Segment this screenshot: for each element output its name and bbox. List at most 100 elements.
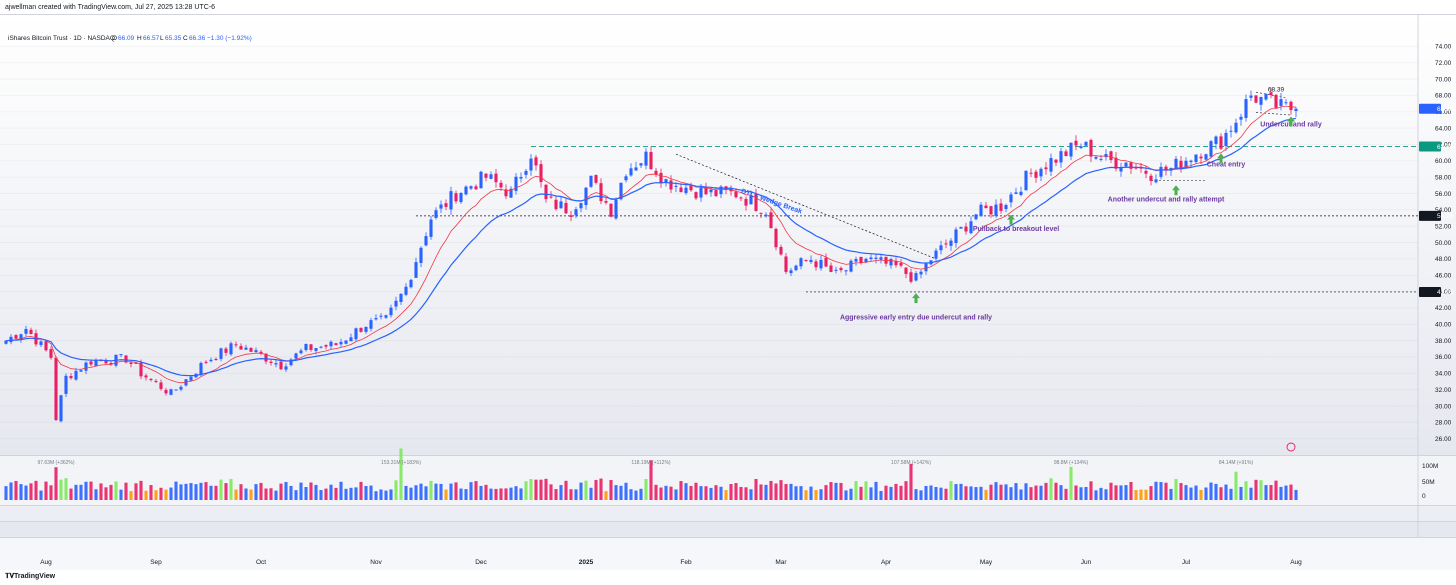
- candle-body: [1234, 122, 1238, 133]
- volume-bar: [874, 481, 878, 500]
- volume-bar: [534, 479, 538, 500]
- credit-bar: ajwellman created with TradingView.com, …: [0, 0, 1456, 14]
- volume-bar: [464, 489, 468, 500]
- volume-bar: [1059, 485, 1063, 500]
- time-axis-label: Aug: [40, 559, 52, 566]
- volume-bar: [194, 484, 198, 500]
- volume-bar: [144, 490, 148, 500]
- volume-bar: [1129, 481, 1133, 500]
- candle-body: [584, 187, 588, 206]
- volume-bar: [459, 488, 463, 500]
- candle-body: [389, 307, 393, 316]
- candle-body: [354, 328, 358, 340]
- time-axis-label: Jun: [1081, 559, 1092, 566]
- volume-bar: [1219, 487, 1223, 500]
- volume-bar: [574, 489, 578, 500]
- candle-body: [1204, 154, 1208, 160]
- volume-bar: [1184, 485, 1188, 500]
- tradingview-logo-icon[interactable]: 𝐓𝐕: [5, 573, 15, 580]
- candle-body: [204, 361, 208, 363]
- volume-bar: [539, 479, 543, 500]
- candle-body: [654, 170, 658, 175]
- price-axis-label: 38.00: [1435, 338, 1452, 345]
- candle-body: [1274, 94, 1278, 108]
- candle-body: [484, 173, 488, 178]
- volume-label: 97.63M (+362%): [37, 460, 74, 466]
- candle-body: [464, 186, 468, 195]
- volume-bar: [614, 485, 618, 500]
- candle-body: [1114, 157, 1118, 169]
- candle-body: [1154, 179, 1158, 183]
- price-axis-label: 68.00: [1435, 93, 1452, 100]
- candle-body: [829, 265, 833, 272]
- candle-body: [134, 362, 138, 364]
- candle-body: [1264, 94, 1268, 100]
- price-axis-label: 56.00: [1435, 191, 1452, 198]
- price-axis-label: 46.00: [1435, 272, 1452, 279]
- candle-body: [844, 270, 848, 272]
- candle-body: [384, 315, 388, 318]
- candle-body: [304, 343, 308, 351]
- volume-bar: [164, 489, 168, 500]
- volume-bar: [704, 486, 708, 500]
- candle-body: [824, 257, 828, 267]
- volume-bar: [184, 483, 188, 500]
- volume-bar: [664, 485, 668, 500]
- candle-body: [1279, 99, 1283, 106]
- legend-change: −1.30 (−1.92%): [207, 35, 252, 42]
- volume-bar: [119, 489, 123, 500]
- volume-bar: [809, 486, 813, 500]
- volume-bar: [259, 482, 263, 500]
- candle-body: [9, 336, 13, 343]
- candle-body: [104, 360, 108, 364]
- candle-body: [1094, 156, 1098, 159]
- candle-body: [1019, 191, 1023, 195]
- candle-body: [294, 353, 298, 359]
- tradingview-brand[interactable]: TradingView: [14, 573, 56, 580]
- candle-body: [789, 270, 793, 274]
- volume-bar: [654, 484, 658, 500]
- volume-bar: [739, 486, 743, 500]
- volume-bar: [1254, 479, 1258, 500]
- price-tag-label: 61.75: [1437, 144, 1454, 151]
- candle-body: [344, 340, 348, 344]
- candle-body: [339, 341, 343, 345]
- candle-body: [1044, 167, 1048, 170]
- volume-bar: [104, 487, 108, 500]
- volume-bar: [1154, 481, 1158, 500]
- volume-bar: [1264, 485, 1268, 500]
- candle-body: [199, 362, 203, 376]
- candle-body: [819, 259, 823, 269]
- candle-body: [1209, 141, 1213, 157]
- price-axis-label: 34.00: [1435, 371, 1452, 378]
- candle-body: [599, 183, 603, 202]
- volume-bar: [1249, 487, 1253, 500]
- volume-axis-label: 50M: [1422, 479, 1435, 486]
- volume-bar: [1164, 482, 1168, 500]
- volume-bar: [264, 488, 268, 500]
- volume-label: 98.8M (+134%): [1054, 460, 1089, 466]
- volume-bar: [239, 484, 243, 500]
- volume-bar: [344, 488, 348, 500]
- volume-bar: [329, 484, 333, 500]
- candle-body: [914, 273, 918, 281]
- candle-body: [209, 359, 213, 362]
- candle-body: [874, 257, 878, 259]
- up-arrow-icon: [1007, 214, 1015, 225]
- candle-body: [754, 193, 758, 211]
- volume-bar: [594, 479, 598, 500]
- price-axis-label: 60.00: [1435, 158, 1452, 165]
- candle-body: [779, 247, 783, 255]
- volume-bar: [659, 487, 663, 500]
- legend-low-label: L: [160, 35, 164, 42]
- candle-body: [1134, 167, 1138, 169]
- candle-body: [1129, 162, 1133, 169]
- candle-body: [189, 376, 193, 381]
- candle-body: [849, 260, 853, 272]
- candle-body: [774, 228, 778, 248]
- price-chart[interactable]: 97.63M (+362%) 153.31M (+183%) 118.19M (+1…: [0, 0, 1456, 570]
- candle-body: [314, 348, 318, 351]
- volume-bar: [794, 486, 798, 500]
- volume-bar: [1169, 488, 1173, 500]
- volume-bar: [189, 483, 193, 500]
